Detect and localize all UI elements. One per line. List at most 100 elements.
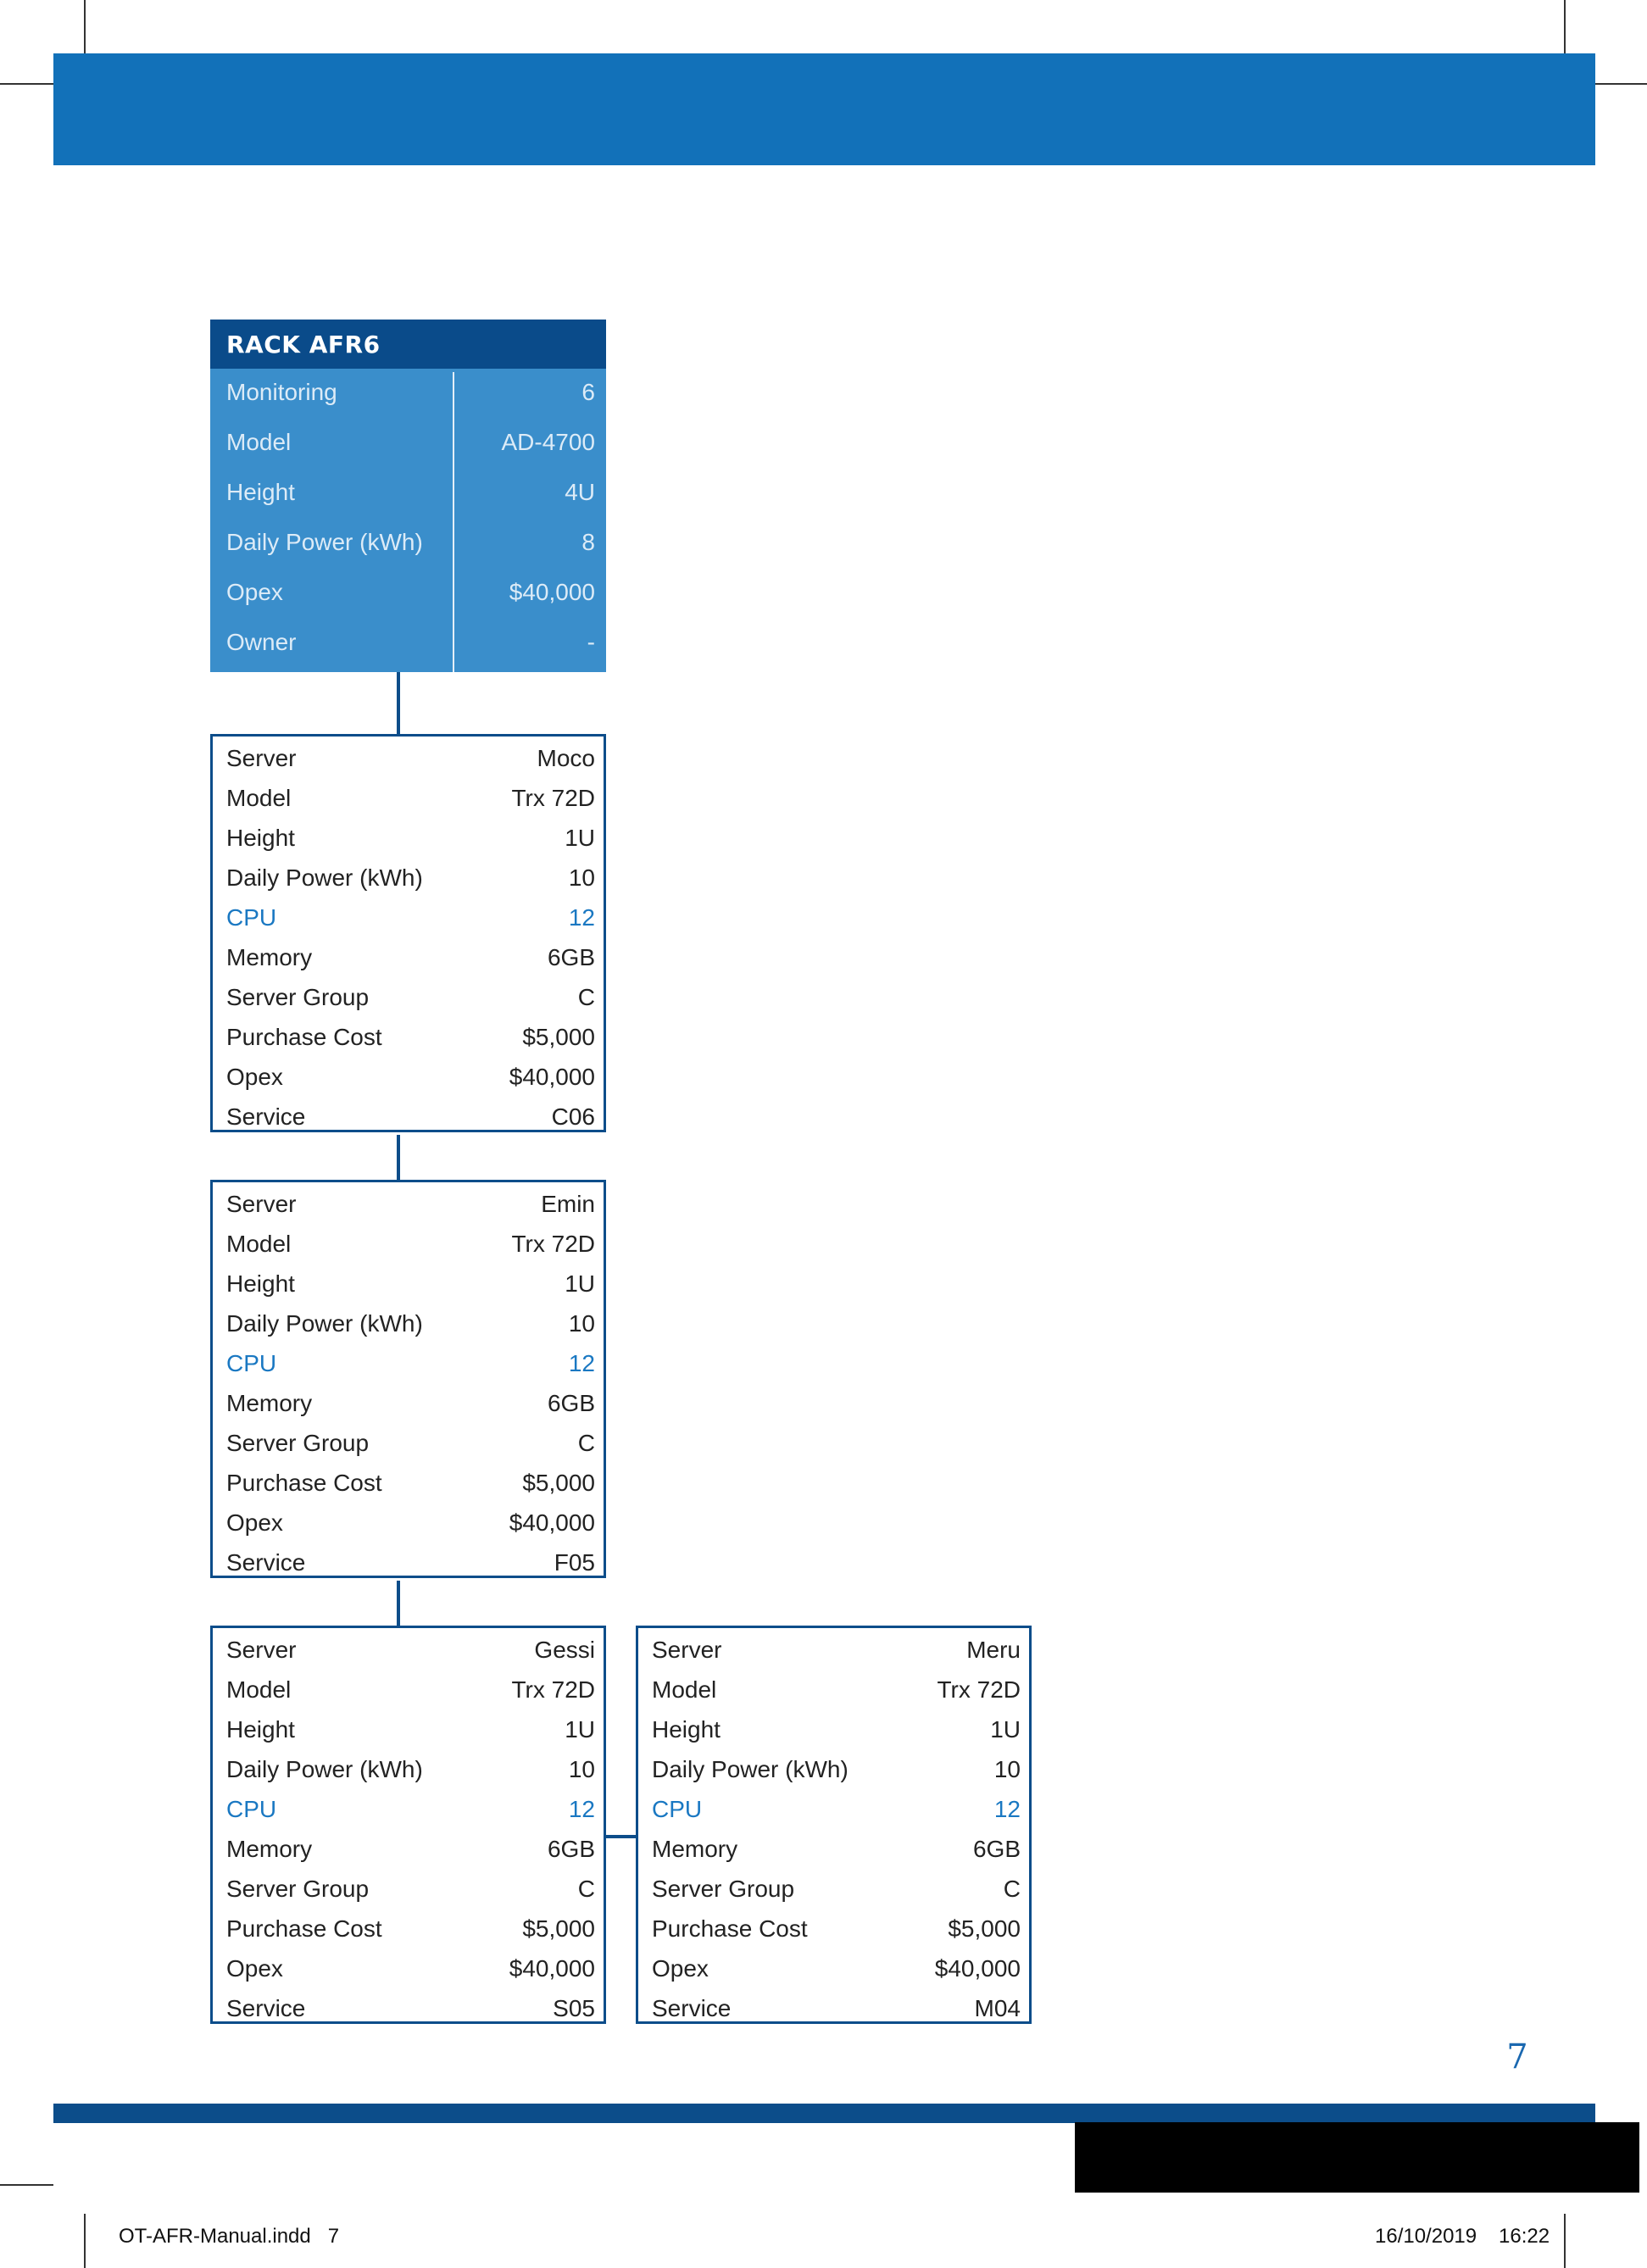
server-row-server-group: Server Group C (213, 980, 604, 1020)
crop-mark (1595, 83, 1647, 85)
server-row-value: 6GB (547, 944, 595, 970)
server-row-value: 12 (568, 904, 595, 931)
rack-row-label: Owner (226, 629, 297, 655)
server-row-value: F05 (554, 1549, 595, 1576)
server-row-cpu: CPU 12 (638, 1792, 1029, 1832)
redaction-box (1075, 2122, 1639, 2193)
rack-row-value: $40,000 (509, 579, 595, 605)
server-row-label: Height (226, 1270, 295, 1297)
server-row-value: Meru (966, 1637, 1021, 1663)
server-row-daily-power: Daily Power (kWh) 10 (638, 1752, 1029, 1792)
server-row-label: Height (226, 1716, 295, 1743)
server-row-cpu: CPU 12 (213, 1346, 604, 1386)
server-row-value: 1U (565, 1270, 595, 1297)
server-row-opex: Opex $40,000 (213, 1059, 604, 1099)
server-row-value: $40,000 (509, 1955, 595, 1982)
rack-row-opex: Opex $40,000 (210, 569, 606, 619)
server-row-daily-power: Daily Power (kWh) 10 (213, 1306, 604, 1346)
rack-divider (453, 372, 454, 672)
rack-row-value: - (587, 629, 595, 655)
rack-row-label: Monitoring (226, 379, 337, 405)
server-row-name: Server Gessi (213, 1632, 604, 1672)
server-row-value: 1U (565, 825, 595, 851)
server-row-value: 12 (568, 1350, 595, 1376)
server-row-service: Service C06 (213, 1099, 604, 1139)
server-row-label: Height (226, 825, 295, 851)
server-card-moco: Server Moco Model Trx 72D Height 1U Daily P… (210, 734, 606, 1132)
server-row-label: Daily Power (kWh) (652, 1756, 849, 1782)
server-row-label: Memory (226, 944, 313, 970)
rack-body (210, 369, 606, 672)
server-row-model: Model Trx 72D (638, 1672, 1029, 1712)
server-row-value: $40,000 (509, 1064, 595, 1090)
server-row-memory: Memory 6GB (213, 1832, 604, 1871)
server-row-purchase-cost: Purchase Cost $5,000 (213, 1465, 604, 1505)
server-row-value: Trx 72D (511, 1676, 595, 1703)
server-row-memory: Memory 6GB (638, 1832, 1029, 1871)
server-row-memory: Memory 6GB (213, 940, 604, 980)
connector-line (606, 1835, 636, 1838)
server-row-daily-power: Daily Power (kWh) 10 (213, 860, 604, 900)
server-row-value: 6GB (547, 1390, 595, 1416)
server-row-label: Service (226, 1103, 306, 1130)
server-row-label: Daily Power (kWh) (226, 1756, 423, 1782)
server-row-value: Trx 72D (511, 785, 595, 811)
server-row-name: Server Meru (638, 1632, 1029, 1672)
server-card-gessi: Server Gessi Model Trx 72D Height 1U Daily … (210, 1626, 606, 2024)
server-row-label: CPU (226, 904, 277, 931)
rack-row-owner: Owner - (210, 619, 606, 669)
server-row-label: Model (226, 1231, 292, 1257)
server-row-value: 6GB (972, 1836, 1021, 1862)
server-row-label: Service (226, 1549, 306, 1576)
server-row-label: Server (226, 1637, 297, 1663)
server-row-label: Model (652, 1676, 717, 1703)
server-row-value: 10 (568, 864, 595, 891)
server-row-value: Gessi (534, 1637, 595, 1663)
rack-row-label: Opex (226, 579, 283, 605)
server-row-label: Memory (226, 1390, 313, 1416)
server-row-label: Server (652, 1637, 722, 1663)
server-row-value: $5,000 (522, 1470, 595, 1496)
server-row-value: $5,000 (948, 1915, 1021, 1942)
server-row-height: Height 1U (213, 820, 604, 860)
connector-line (397, 672, 400, 734)
server-row-value: C (577, 1876, 595, 1902)
server-row-value: C (1003, 1876, 1021, 1902)
server-row-value: C (577, 984, 595, 1010)
server-row-value: 10 (568, 1310, 595, 1337)
server-row-label: Memory (652, 1836, 738, 1862)
rack-row-label: Model (226, 429, 292, 455)
server-row-value: Trx 72D (937, 1676, 1021, 1703)
server-row-value: $5,000 (522, 1915, 595, 1942)
server-row-model: Model Trx 72D (213, 1226, 604, 1266)
server-row-value: 6GB (547, 1836, 595, 1862)
crop-mark (0, 83, 53, 85)
server-row-server-group: Server Group C (638, 1871, 1029, 1911)
server-row-name: Server Emin (213, 1187, 604, 1226)
rack-row-value: 4U (565, 479, 595, 505)
server-row-server-group: Server Group C (213, 1871, 604, 1911)
rack-row-label: Daily Power (kWh) (226, 529, 423, 555)
server-row-label: CPU (226, 1796, 277, 1822)
server-row-opex: Opex $40,000 (638, 1951, 1029, 1991)
server-row-label: Memory (226, 1836, 313, 1862)
server-row-cpu: CPU 12 (213, 1792, 604, 1832)
server-row-value: $5,000 (522, 1024, 595, 1050)
server-row-purchase-cost: Purchase Cost $5,000 (638, 1911, 1029, 1951)
server-row-label: Server Group (226, 1876, 370, 1902)
server-row-value: 12 (568, 1796, 595, 1822)
server-card-meru: Server Meru Model Trx 72D Height 1U Daily P… (636, 1626, 1032, 2024)
server-row-name: Server Moco (213, 741, 604, 781)
server-row-label: Daily Power (kWh) (226, 864, 423, 891)
server-row-label: Model (226, 1676, 292, 1703)
server-row-service: Service M04 (638, 1991, 1029, 2031)
server-row-value: 10 (568, 1756, 595, 1782)
server-row-label: Service (226, 1995, 306, 2021)
server-row-label: Daily Power (kWh) (226, 1310, 423, 1337)
server-row-value: C (577, 1430, 595, 1456)
page-number: 7 (1506, 2037, 1528, 2076)
server-card-emin: Server Emin Model Trx 72D Height 1U Daily P… (210, 1180, 606, 1578)
server-row-cpu: CPU 12 (213, 900, 604, 940)
server-row-label: Opex (652, 1955, 709, 1982)
server-row-server-group: Server Group C (213, 1426, 604, 1465)
